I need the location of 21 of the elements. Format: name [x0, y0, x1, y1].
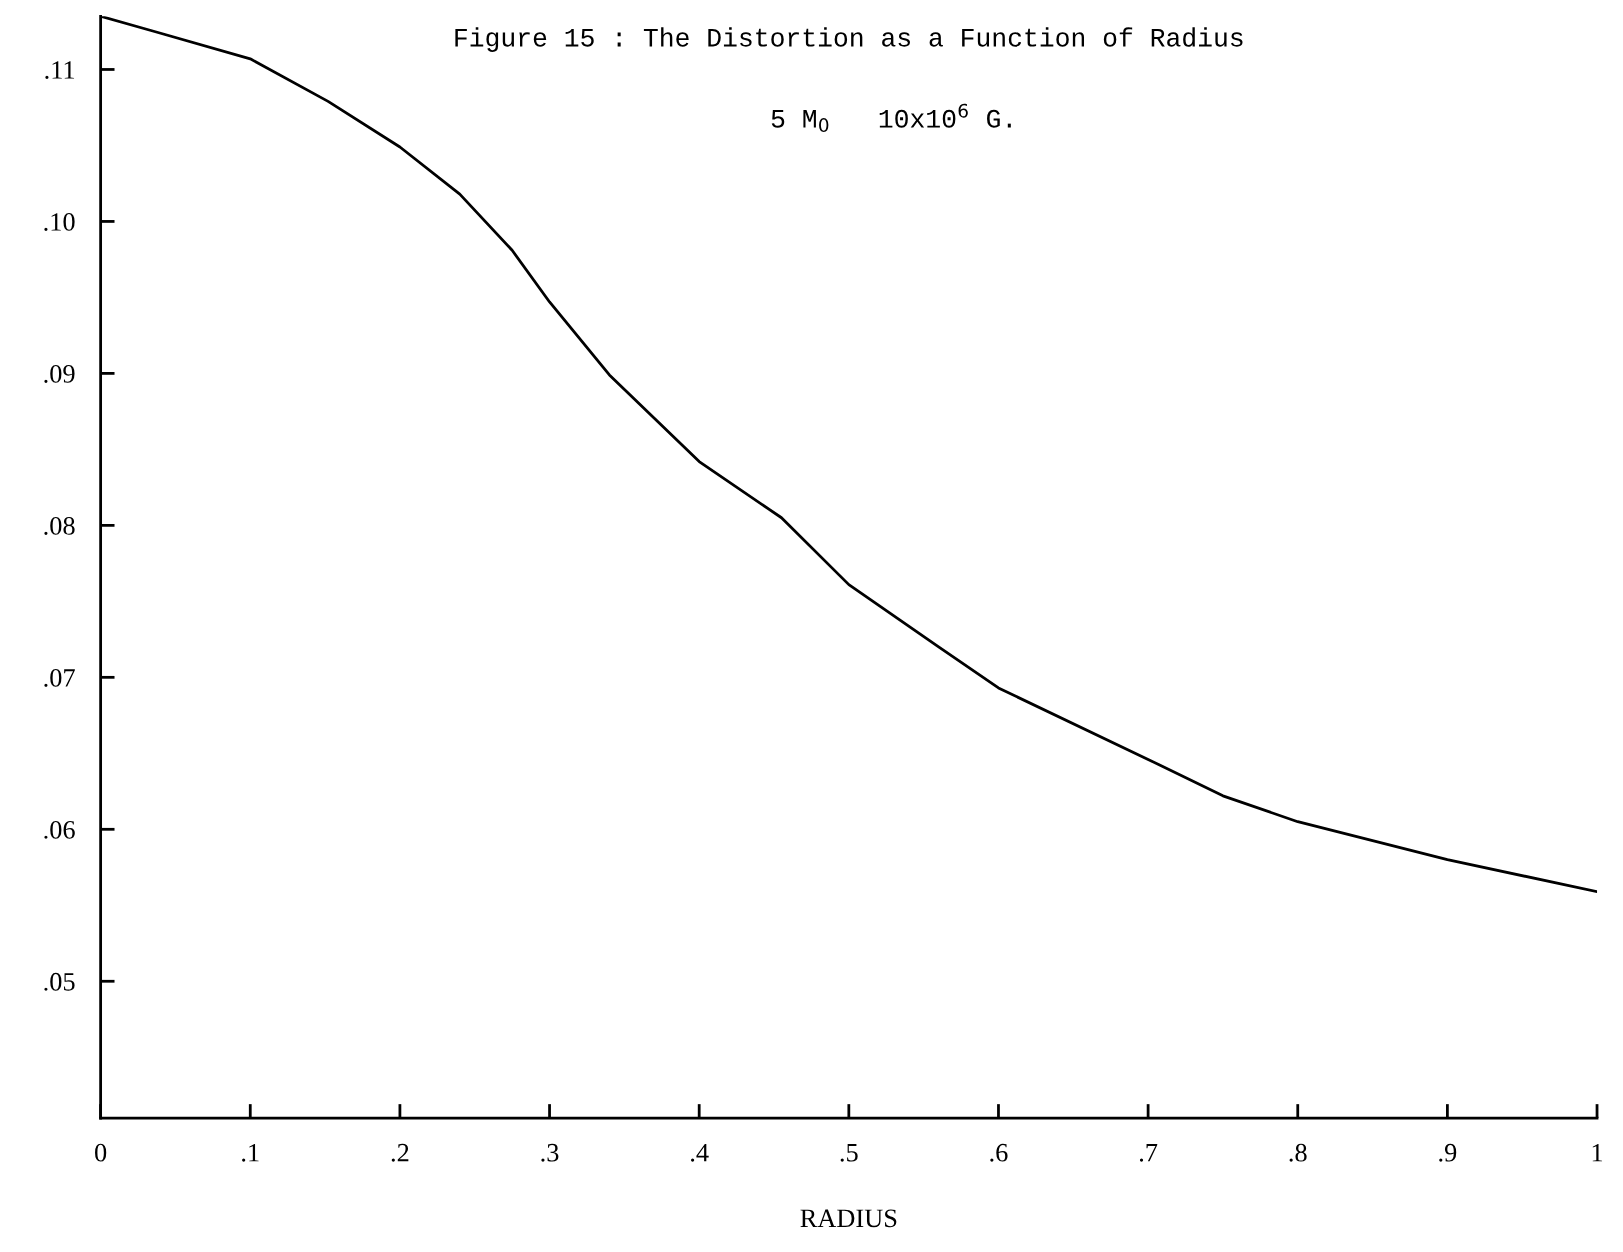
y-tick-label: .08	[44, 516, 75, 535]
y-tick-label: .11	[45, 61, 75, 79]
x-tick-label: .4	[691, 1143, 709, 1162]
y-tick-label: .09	[44, 365, 75, 383]
x-tick-label: .6	[990, 1143, 1008, 1162]
x-tick-label: .8	[1289, 1143, 1307, 1162]
y-tick-label: .05	[44, 972, 75, 991]
x-tick-label: .3	[541, 1143, 559, 1162]
x-tick-label: .7	[1139, 1144, 1158, 1162]
text: 5 M$_{0}$ 10x10$^{6}$ G.	[771, 103, 1011, 133]
x-tick-label: 0	[95, 1143, 107, 1162]
chart-title: Figure 15 : The Distortion as a Function of Radius	[455, 27, 1243, 52]
x-axis-title: RADIUS	[800, 1209, 897, 1228]
y-tick-label: .06	[44, 820, 75, 839]
x-tick-label: .9	[1439, 1143, 1457, 1162]
x-tick-label: .5	[840, 1144, 858, 1162]
y-tick-label: .07	[44, 668, 75, 687]
y-tick-label: .10	[44, 213, 75, 231]
x-tick-label: .2	[391, 1143, 409, 1162]
x-tick-label: 1	[1592, 1143, 1603, 1162]
x-tick-label: .1	[242, 1143, 259, 1162]
